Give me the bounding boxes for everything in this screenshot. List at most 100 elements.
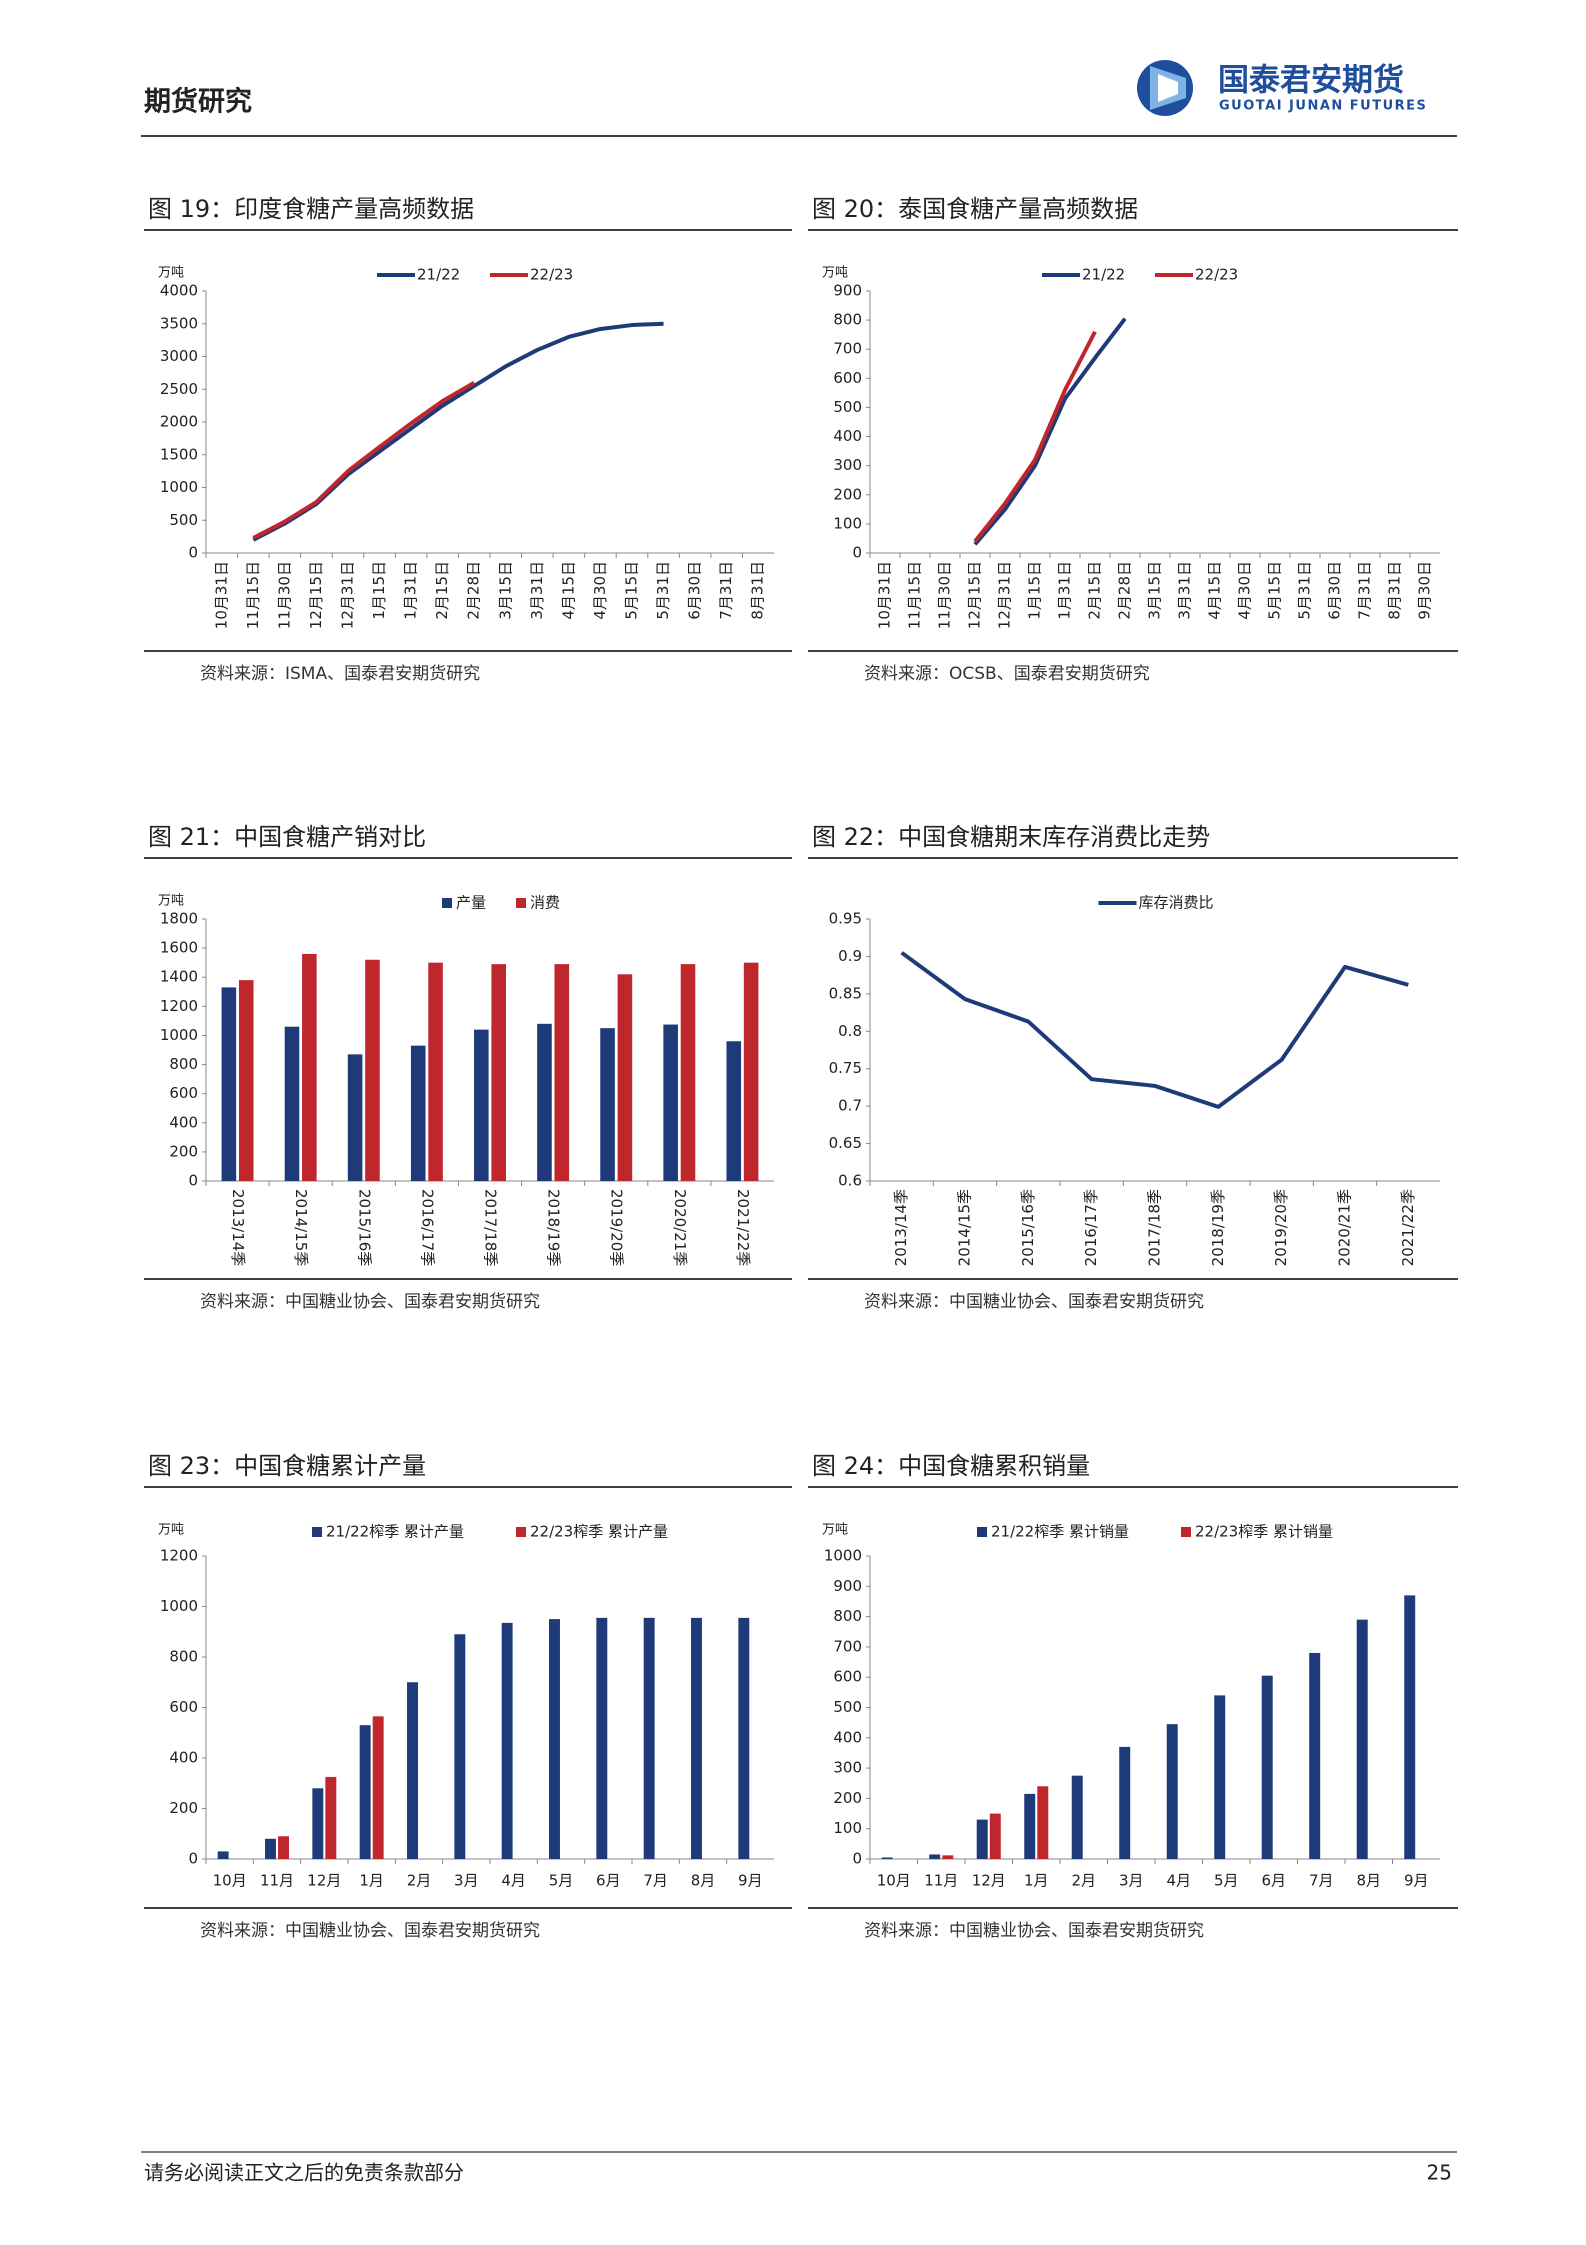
y-tick-label: 0: [188, 1850, 198, 1868]
x-tick-label: 2016/17季: [1082, 1189, 1100, 1266]
bar: [663, 1024, 678, 1181]
source: 资料来源：ISMA、国泰君安期货研究: [200, 664, 480, 684]
source: 资料来源：中国糖业协会、国泰君安期货研究: [200, 1921, 540, 1941]
bar: [238, 980, 254, 1181]
legend-label: 22/23榨季 累计产量: [530, 1523, 668, 1541]
x-tick-label: 1月: [1024, 1872, 1049, 1890]
x-tick-label: 2015/16季: [355, 1189, 373, 1266]
legend-swatch: [442, 898, 452, 908]
bar: [302, 953, 317, 1181]
y-tick-label: 300: [833, 1759, 862, 1777]
bar: [691, 1617, 702, 1859]
header-title: 期货研究: [144, 86, 252, 118]
bar: [537, 1023, 552, 1181]
legend-label: 21/22榨季 累计产量: [326, 1523, 464, 1541]
bar: [278, 1836, 289, 1859]
x-tick-label: 8月: [691, 1872, 716, 1890]
y-tick-label: 1400: [160, 968, 198, 986]
y-tick-label: 0.6: [838, 1172, 862, 1190]
y-tick-label: 1200: [160, 1547, 198, 1565]
x-tick-label: 5月31日: [1296, 561, 1314, 620]
bar: [428, 962, 443, 1181]
x-tick-label: 7月31日: [1356, 561, 1374, 620]
bar: [596, 1617, 608, 1859]
bar: [617, 974, 633, 1181]
x-tick-label: 4月: [1166, 1872, 1191, 1890]
bar: [325, 1776, 337, 1859]
y-tick-label: 200: [833, 485, 862, 503]
y-tick-label: 500: [833, 398, 862, 416]
y-tick-label: 1800: [160, 910, 198, 928]
bar: [1071, 1775, 1083, 1859]
y-tick-label: 1000: [160, 1026, 198, 1044]
x-tick-label: 2月15日: [433, 561, 451, 620]
x-tick-label: 2014/15季: [956, 1189, 974, 1266]
y-tick-label: 100: [833, 1819, 862, 1837]
logo-icon: [1137, 60, 1193, 116]
x-tick-label: 10月31日: [876, 561, 894, 629]
legend-swatch: [516, 1527, 526, 1537]
x-tick-label: 12月: [972, 1872, 1006, 1890]
line-series: [973, 330, 1097, 543]
x-tick-label: 2019/20季: [608, 1189, 626, 1266]
x-tick-label: 2013/14季: [229, 1189, 247, 1266]
bar: [989, 1813, 1001, 1859]
x-tick-label: 5月15日: [623, 561, 641, 620]
y-tick-label: 1000: [824, 1547, 862, 1565]
x-tick-label: 2019/20季: [1272, 1189, 1290, 1266]
disclaimer: 请务必阅读正文之后的免责条款部分: [144, 2161, 464, 2185]
bar: [743, 962, 759, 1181]
line-series: [973, 317, 1127, 546]
y-tick-label: 1200: [160, 997, 198, 1015]
bar: [1309, 1652, 1321, 1859]
x-tick-label: 5月31日: [654, 561, 672, 620]
bar: [221, 987, 237, 1181]
y-tick-label: 3500: [160, 314, 198, 332]
legend-swatch: [312, 1527, 322, 1537]
y-tick-label: 3000: [160, 347, 198, 365]
bar: [554, 964, 570, 1181]
x-tick-label: 9月: [738, 1872, 763, 1890]
y-tick-label: 1000: [160, 478, 198, 496]
legend-swatch: [516, 898, 526, 908]
legend-label: 库存消费比: [1139, 894, 1214, 912]
x-tick-label: 5月15日: [1266, 561, 1284, 620]
y-tick-label: 500: [169, 511, 198, 529]
x-tick-label: 12月: [307, 1872, 341, 1890]
bar: [1214, 1695, 1226, 1859]
logo-text: 国泰君安期货: [1218, 63, 1404, 99]
y-tick-label: 4000: [160, 282, 198, 300]
y-tick-label: 0.95: [829, 910, 862, 928]
y-tick-label: 400: [169, 1113, 198, 1131]
y-tick-label: 400: [833, 427, 862, 445]
x-tick-label: 2016/17季: [418, 1189, 436, 1266]
x-tick-label: 3月31日: [528, 561, 546, 620]
y-tick-label: 1000: [160, 1597, 198, 1615]
bar: [491, 964, 506, 1181]
x-tick-label: 2月15日: [1086, 561, 1104, 620]
y-tick-label: 500: [833, 1698, 862, 1716]
x-tick-label: 9月: [1404, 1872, 1429, 1890]
x-tick-label: 1月31日: [1056, 561, 1074, 620]
x-tick-label: 8月: [1356, 1872, 1381, 1890]
bar: [217, 1851, 229, 1859]
legend-label: 22/23: [1195, 266, 1238, 284]
chart-title: 图 21：中国食糖产销对比: [148, 823, 426, 851]
x-tick-label: 10月: [213, 1872, 247, 1890]
bar: [1166, 1724, 1178, 1859]
x-tick-label: 12月31日: [339, 561, 357, 629]
line-series: [252, 321, 664, 542]
x-tick-label: 2020/21季: [1336, 1189, 1354, 1266]
bar: [549, 1619, 560, 1859]
bar: [407, 1682, 418, 1859]
x-tick-label: 8月31日: [749, 561, 767, 620]
legend-label: 22/23榨季 累计销量: [1195, 1523, 1333, 1541]
line-series: [900, 951, 1409, 1109]
logo-subtext: GUOTAI JUNAN FUTURES: [1219, 99, 1427, 114]
legend-swatch: [977, 1527, 987, 1537]
y-tick-label: 200: [833, 1789, 862, 1807]
x-tick-label: 1月15日: [370, 561, 388, 620]
y-tick-label: 1500: [160, 445, 198, 463]
bar: [372, 1716, 384, 1859]
